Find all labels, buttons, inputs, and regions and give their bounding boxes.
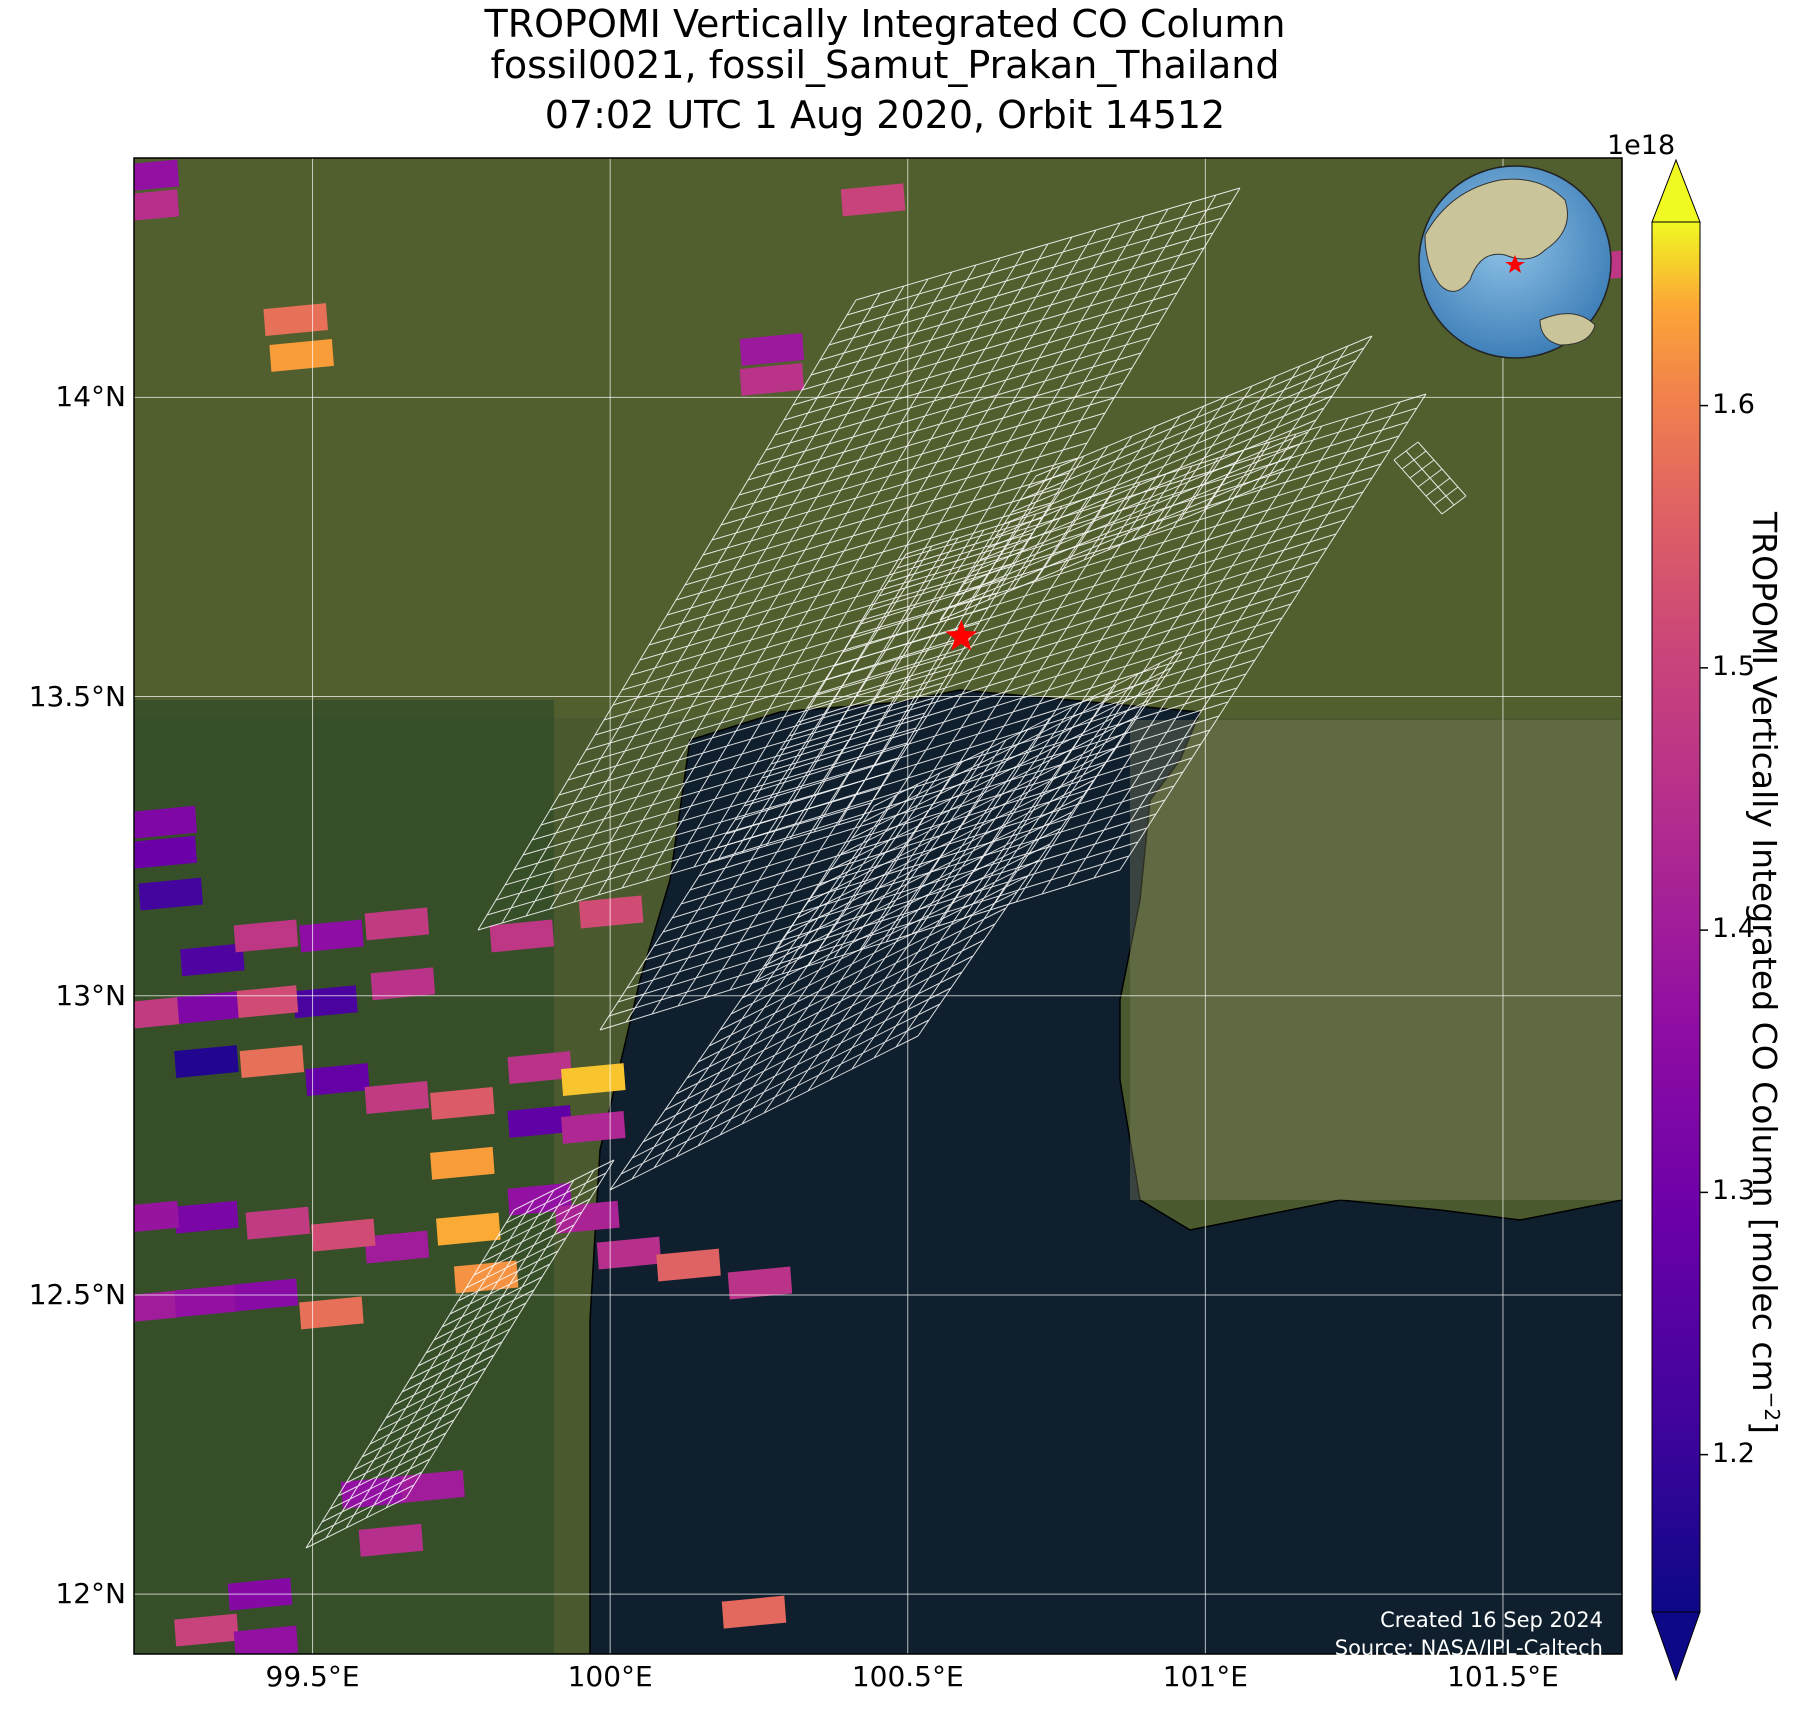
co-pixel: [364, 1081, 430, 1114]
latitude-tick-label: 12.5°N: [28, 1277, 126, 1311]
source-credit-text: Source: NASA/JPL-Caltech: [1334, 1636, 1603, 1660]
colorbar: [1651, 158, 1708, 1682]
co-pixel: [340, 1475, 406, 1509]
co-pixel: [436, 1212, 501, 1246]
co-pixel: [358, 1523, 424, 1557]
tropomi-swath-outlines: [305, 187, 1467, 1549]
co-pixel: [134, 805, 198, 839]
co-pixel: [174, 1613, 239, 1647]
colorbar-max-extend-triangle: [1651, 158, 1701, 223]
urban-area-east: [1130, 720, 1622, 1200]
title-line-3: 07:02 UTC 1 Aug 2020, Orbit 14512: [544, 93, 1226, 137]
co-pixel: [721, 1595, 787, 1629]
longitude-tick-label: 101°E: [1162, 1660, 1248, 1693]
colorbar-title-end: ]: [1745, 1421, 1784, 1434]
co-pixel: [430, 1087, 495, 1120]
colorbar-title: TROPOMI Vertically Integrated CO Column …: [1745, 512, 1784, 1434]
co-pixel: [364, 907, 430, 941]
co-pixel: [269, 339, 334, 372]
globe-inset: [1418, 165, 1612, 359]
co-pixel: [311, 1218, 376, 1252]
co-pixel: [293, 985, 358, 1019]
co-pixel: [400, 1469, 465, 1503]
colorbar-tick-label: 1.4: [1712, 913, 1755, 945]
longitude-tick-label: 100.5°E: [851, 1660, 964, 1693]
co-pixel: [134, 159, 180, 191]
co-pixel: [180, 943, 245, 977]
co-pixel: [596, 1236, 662, 1270]
co-pixel: [134, 189, 180, 221]
co-pixel: [561, 1110, 626, 1144]
co-pixel: [561, 1063, 626, 1096]
swath-south-central: [609, 651, 1183, 1191]
co-pixel: [233, 1625, 299, 1654]
swath-northwest: [477, 187, 1241, 931]
co-pixel: [245, 1206, 311, 1240]
colorbar-title-main: TROPOMI Vertically Integrated CO Column …: [1745, 512, 1784, 1392]
co-pixel: [430, 1146, 495, 1180]
co-pixel: [727, 1266, 793, 1300]
colorbar-min-extend-triangle: [1651, 1611, 1701, 1682]
colorbar-tick-label: 1.5: [1712, 650, 1755, 682]
longitude-tick-label: 101.5°E: [1447, 1660, 1559, 1693]
colorbar-multiplier: 1e18: [1607, 130, 1676, 161]
land-north-shade: [134, 158, 1622, 718]
co-pixel: [364, 1230, 430, 1264]
co-pixel: [739, 362, 805, 396]
red-star-marker: [945, 619, 978, 651]
co-pixel: [134, 1200, 180, 1232]
co-pixel: [263, 303, 328, 337]
colorbar-tick-label: 1.2: [1712, 1437, 1755, 1469]
globe-location-star: [1505, 255, 1525, 273]
co-pixel: [233, 919, 299, 953]
title-line-1: TROPOMI Vertically Integrated CO Column: [484, 2, 1286, 46]
co-pixel: [656, 1248, 721, 1282]
co-pixel: [507, 1051, 572, 1085]
latitude-tick-label: 13.5°N: [28, 679, 126, 713]
map-gridlines: [134, 158, 1622, 1654]
co-pixel: [174, 991, 239, 1025]
colorbar-tick-label: 1.3: [1712, 1175, 1755, 1207]
co-pixel: [299, 919, 364, 953]
swath-northeast: [939, 335, 1373, 621]
colorbar-gradient: [1651, 221, 1701, 1613]
map-frame: [133, 157, 1623, 1655]
longitude-tick-label: 99.5°E: [265, 1660, 360, 1693]
globe-asia-landmass: [1424, 178, 1568, 292]
colorbar-title-exponent: −2: [1760, 1391, 1784, 1422]
basemap: [134, 158, 1622, 1654]
co-pixel: [489, 919, 555, 953]
co-pixel: [507, 1104, 572, 1138]
co-pixel-layer: [134, 159, 1622, 1654]
co-pixel: [578, 895, 644, 929]
colorbar-tick-label: 1.6: [1712, 388, 1755, 420]
swath-southwest-tail: [305, 1159, 615, 1549]
co-pixel: [840, 183, 906, 217]
co-pixel: [134, 1290, 180, 1322]
co-pixel: [299, 1296, 364, 1330]
co-pixel: [370, 967, 436, 1001]
latitude-tick-label: 14°N: [55, 380, 126, 414]
title-line-2: fossil0021, fossil_Samut_Prakan_Thailand: [490, 43, 1280, 87]
latitude-tick-label: 13°N: [55, 978, 126, 1012]
colorbar-ticks: [1700, 404, 1708, 1456]
longitude-tick-label: 100°E: [567, 1660, 653, 1693]
co-pixel: [305, 1063, 370, 1096]
co-pixel: [739, 333, 805, 366]
latitude-tick-label: 12°N: [55, 1577, 126, 1611]
co-pixel: [174, 1284, 239, 1318]
co-pixel: [134, 835, 198, 869]
co-pixel: [239, 1045, 305, 1079]
swath-east-fragment: [1393, 441, 1467, 515]
globe-australia-landmass: [1539, 313, 1596, 346]
co-pixel: [174, 1200, 239, 1234]
co-pixel: [174, 1045, 239, 1079]
co-pixel: [138, 877, 203, 911]
co-pixel: [134, 997, 180, 1029]
co-pixel: [233, 985, 299, 1019]
created-date-text: Created 16 Sep 2024: [1380, 1608, 1603, 1632]
coastline: [589, 689, 1622, 1654]
